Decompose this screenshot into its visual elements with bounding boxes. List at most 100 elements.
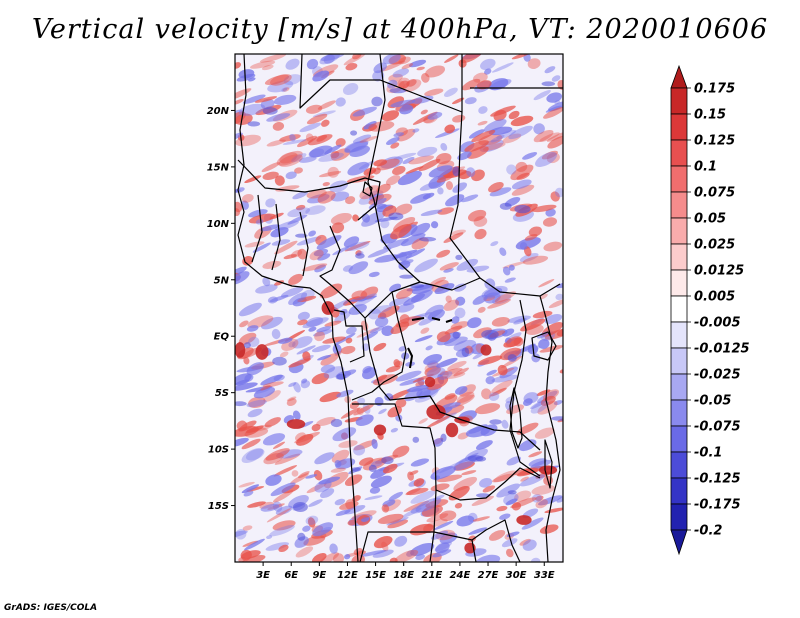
colorbar-bin [670, 243, 688, 271]
colorbar-bin [670, 295, 688, 323]
upward-velocity-cell [241, 193, 254, 203]
border-libya-sudan [299, 54, 463, 113]
downward-velocity-cell [344, 141, 369, 153]
downward-velocity-cell [372, 549, 394, 558]
upward-velocity-cell [473, 72, 488, 83]
upward-velocity-cell [511, 54, 531, 60]
downward-velocity-cell [332, 427, 357, 442]
upward-velocity-cell [508, 110, 520, 120]
downward-velocity-cell [244, 538, 265, 551]
upward-velocity-cell [283, 254, 298, 260]
downward-velocity-cell [334, 311, 351, 323]
upward-velocity-cell [490, 387, 507, 397]
colorbar: 0.175 0.15 0.125 0.1 0.075 0.05 0.025 0.0125 0.0… [670, 64, 750, 556]
downward-velocity-cell [538, 339, 550, 349]
upward-velocity-cell [305, 133, 314, 142]
colorbar-bin [670, 165, 688, 193]
downward-velocity-cell [464, 97, 477, 105]
downward-velocity-cell [480, 58, 496, 71]
downward-velocity-cell [269, 525, 295, 537]
upward-velocity-cell [272, 122, 285, 131]
upward-velocity-cell [445, 295, 452, 303]
colorbar-bin [670, 451, 688, 479]
upward-velocity-cell [274, 175, 285, 186]
colorbar-label: 0.1 [694, 160, 717, 175]
upward-velocity-cell [272, 520, 296, 531]
upward-velocity-cell [397, 128, 416, 142]
upward-velocity-cell [398, 80, 410, 89]
downward-velocity-cell [506, 456, 522, 466]
longitude-axis: 3E 6E 9E 12E 15E 18E 21E 24E 27E 30E 33E [256, 562, 555, 581]
downward-velocity-cell [491, 62, 514, 73]
strong-descent-core [243, 342, 251, 349]
downward-velocity-cell [319, 54, 340, 65]
strong-descent-core [514, 204, 531, 214]
upward-velocity-cell [353, 439, 378, 451]
colorbar-bin [670, 373, 688, 401]
velocity-field [235, 54, 563, 562]
colorbar-bin [670, 217, 688, 245]
strong-descent-core [476, 493, 491, 498]
lat-tick-label: 20N [207, 106, 230, 117]
upward-velocity-cell [443, 299, 460, 311]
downward-velocity-cell [312, 522, 334, 537]
upward-velocity-cell [467, 535, 477, 543]
upward-velocity-cell [266, 508, 291, 523]
upward-velocity-cell [405, 166, 424, 174]
upward-velocity-cell [242, 256, 254, 266]
strong-descent-core [368, 464, 377, 472]
colorbar-label: -0.0125 [694, 342, 750, 357]
downward-velocity-cell [299, 122, 322, 133]
strong-descent-core [297, 532, 306, 541]
downward-velocity-cell [412, 128, 420, 133]
upward-velocity-cell [482, 142, 506, 151]
upward-velocity-cell [359, 135, 379, 143]
upward-velocity-cell [502, 261, 526, 269]
upward-velocity-cell [319, 552, 339, 562]
upward-velocity-cell [305, 104, 323, 114]
downward-velocity-cell [544, 314, 563, 324]
downward-velocity-cell [490, 241, 499, 247]
upward-velocity-cell [243, 356, 250, 365]
upward-velocity-cell [373, 536, 393, 549]
strong-ascent-core [255, 344, 269, 360]
upward-velocity-cell [259, 54, 287, 63]
upward-velocity-cell [405, 487, 421, 496]
strong-descent-core [235, 401, 247, 407]
downward-velocity-cell [282, 139, 307, 145]
downward-velocity-cell [352, 134, 372, 144]
downward-velocity-cell [363, 121, 377, 130]
downward-velocity-cell [270, 482, 296, 497]
downward-velocity-cell [260, 316, 283, 330]
upward-velocity-cell [516, 172, 530, 180]
border-east-coast [539, 295, 561, 562]
downward-velocity-cell [335, 509, 351, 516]
lake-chad [362, 181, 373, 197]
upward-velocity-cell [247, 315, 274, 329]
upward-velocity-cell [322, 182, 330, 187]
upward-velocity-cell [343, 54, 366, 66]
downward-velocity-cell [368, 271, 380, 278]
downward-velocity-cell [424, 304, 444, 319]
downward-velocity-cell [402, 156, 415, 165]
upward-velocity-cell [383, 463, 398, 474]
upward-velocity-cell [482, 485, 496, 493]
upward-velocity-cell [238, 332, 257, 345]
upward-velocity-cell [309, 249, 324, 261]
downward-velocity-cell [488, 78, 509, 91]
upward-velocity-cell [351, 290, 368, 301]
border-drc-east [509, 299, 541, 477]
downward-velocity-cell [308, 230, 316, 237]
upward-velocity-cell [311, 423, 321, 432]
strong-descent-core [440, 433, 447, 442]
upward-velocity-cell [307, 517, 316, 528]
upward-velocity-cell [409, 470, 419, 476]
upward-velocity-cell [286, 398, 297, 407]
downward-velocity-cell [478, 106, 488, 114]
downward-velocity-cell [305, 474, 318, 479]
upward-velocity-cell [306, 189, 327, 199]
downward-velocity-cell [260, 503, 280, 512]
downward-velocity-cell [408, 59, 427, 68]
strong-descent-core [551, 416, 563, 421]
downward-velocity-cell [414, 258, 438, 273]
